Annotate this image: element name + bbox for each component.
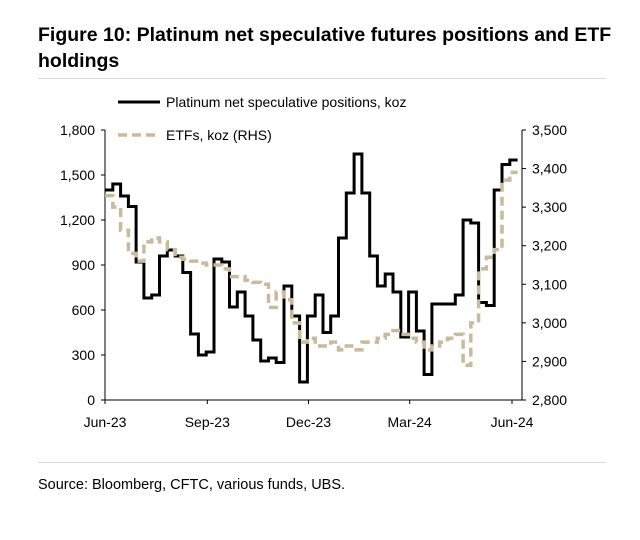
source-note: Source: Bloomberg, CFTC, various funds, … — [38, 477, 346, 493]
y-right-tick-label: 2,800 — [532, 392, 567, 408]
x-tick-label: Sep-23 — [185, 414, 230, 430]
tick-labels: 0 300 600 900 1,200 1,500 1,800 2,800 2,900 3,000… — [60, 122, 567, 430]
series-line-etfs — [105, 170, 518, 368]
x-tick-label: Jun-23 — [84, 414, 127, 430]
y-right-tick-label: 3,400 — [532, 161, 567, 177]
legend: Platinum net speculative positions, koz E… — [118, 94, 406, 143]
y-left-tick-label: 300 — [72, 347, 96, 363]
chart-title: Figure 10: Platinum net speculative futu… — [38, 24, 612, 72]
y-right-tick-label: 3,000 — [532, 315, 567, 331]
y-right-tick-label: 2,900 — [532, 353, 567, 369]
top-divider — [38, 78, 606, 79]
y-left-tick-label: 0 — [87, 392, 95, 408]
y-left-tick-label: 1,800 — [60, 122, 95, 138]
series-lines — [105, 152, 518, 384]
y-right-tick-label: 3,200 — [532, 238, 567, 254]
y-left-tick-label: 1,500 — [60, 167, 95, 183]
series-line-net-speculative — [105, 152, 518, 384]
legend-label: ETFs, koz (RHS) — [166, 127, 272, 143]
x-tick-label: Mar-24 — [388, 414, 433, 430]
x-tick-label: Dec-23 — [286, 414, 331, 430]
bottom-divider — [38, 462, 606, 463]
x-tick-label: Jun-24 — [491, 414, 534, 430]
y-left-tick-label: 600 — [72, 302, 96, 318]
y-right-tick-label: 3,500 — [532, 122, 567, 138]
y-left-tick-label: 900 — [72, 257, 96, 273]
y-right-tick-label: 3,100 — [532, 276, 567, 292]
y-left-tick-label: 1,200 — [60, 212, 95, 228]
legend-label: Platinum net speculative positions, koz — [166, 94, 406, 110]
axes — [101, 129, 526, 404]
y-right-tick-label: 3,300 — [532, 199, 567, 215]
